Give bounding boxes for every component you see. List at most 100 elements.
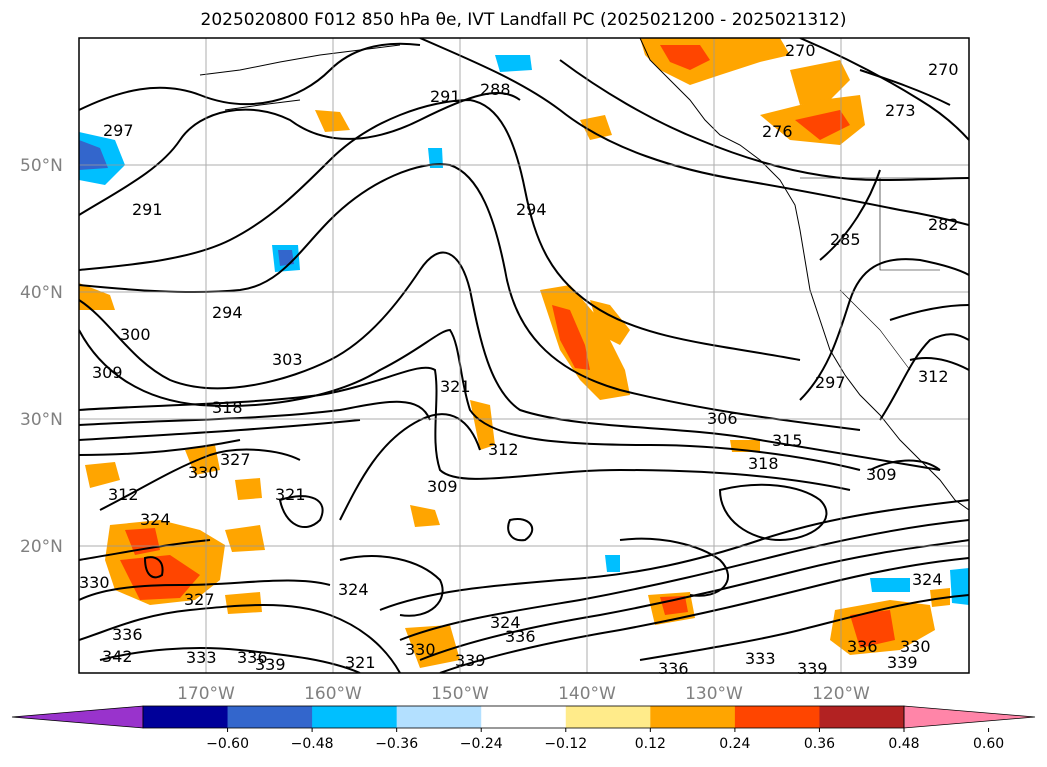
- contour-label: 312: [918, 367, 949, 386]
- anomaly-patch: [405, 625, 460, 668]
- contour-label: 312: [488, 440, 519, 459]
- contour-label: 270: [785, 41, 816, 60]
- contour-label: 339: [797, 659, 828, 678]
- gridlines: [79, 38, 969, 673]
- contour-line: [869, 459, 941, 471]
- longitude-axis: 170°W 160°W 150°W 140°W 130°W 120°W: [177, 684, 870, 704]
- latitude-axis: 50°N 40°N 30°N 20°N: [20, 156, 63, 557]
- anomaly-patch: [225, 592, 262, 614]
- contour-label: 324: [490, 613, 521, 632]
- contour-label: 339: [455, 651, 486, 670]
- contour-label: 321: [275, 485, 306, 504]
- anomaly-patch: [660, 45, 710, 70]
- contour-line: [79, 439, 241, 456]
- colorbar-tick-label: −0.24: [460, 736, 503, 752]
- contour-line: [889, 304, 969, 321]
- contour-label: 327: [220, 450, 251, 469]
- contour-line: [379, 499, 969, 611]
- anomaly-patch: [850, 610, 895, 648]
- anomaly-patch: [120, 555, 200, 600]
- contour-label: 288: [480, 80, 511, 99]
- colorbar-tick-label: 0.12: [635, 736, 666, 752]
- colorbar-segment: [565, 706, 651, 728]
- contour-label: 306: [707, 409, 738, 428]
- anomaly-patch: [950, 568, 969, 605]
- contour-label: 273: [885, 101, 916, 120]
- coastline: [199, 44, 401, 76]
- contour-label: 318: [748, 454, 779, 473]
- contour-line: [79, 251, 941, 471]
- contour-line: [819, 169, 881, 261]
- anomaly-patch: [85, 462, 120, 488]
- contour-line: [879, 333, 969, 421]
- lon-label: 150°W: [431, 684, 489, 704]
- colorbar-segment: [819, 706, 905, 728]
- contour-line: [143, 556, 164, 579]
- contour-line: [639, 594, 969, 661]
- colorbar-segment: [734, 706, 820, 728]
- contour-label: 330: [405, 640, 436, 659]
- colorbar-segment: [227, 706, 313, 728]
- coastlines: [199, 38, 969, 511]
- contour-label: 297: [815, 373, 846, 392]
- contour-line: [799, 38, 969, 141]
- plot-frame: [78, 37, 970, 674]
- lon-label: 160°W: [304, 684, 362, 704]
- anomaly-patch: [278, 250, 294, 266]
- colorbar-segment: [143, 706, 229, 728]
- colorbar-tick-label: 0.60: [973, 736, 1004, 752]
- contour-label: 336: [237, 648, 268, 667]
- contour-line: [99, 448, 301, 511]
- lat-label: 40°N: [20, 283, 63, 303]
- colorbar-segment: [650, 706, 736, 728]
- contour-label: 321: [345, 653, 376, 672]
- colorbar-frame: [142, 705, 905, 729]
- lon-label: 140°W: [558, 684, 616, 704]
- anomaly-patch: [79, 140, 108, 170]
- contour-label: 291: [430, 87, 461, 106]
- colorbar-segment: [396, 706, 482, 728]
- colorbar-tick-label: 0.48: [888, 736, 919, 752]
- colorbar: −0.60 −0.48 −0.36 −0.24 −0.12 0.12 0.24 0.36 0.4…: [11, 705, 1036, 752]
- contour-label: 294: [516, 200, 547, 219]
- contour-line: [507, 518, 534, 542]
- contour-line: [99, 647, 361, 673]
- contour-label: 324: [140, 510, 171, 529]
- lat-label: 50°N: [20, 156, 63, 176]
- contour-label: 276: [762, 122, 793, 141]
- contour-line: [419, 539, 969, 661]
- contour-line: [399, 519, 969, 641]
- contour-label: 270: [928, 60, 959, 79]
- contour-label: 336: [112, 625, 143, 644]
- contour-label: 318: [212, 398, 243, 417]
- contour-label: 285: [830, 230, 861, 249]
- anomaly-patch: [795, 110, 850, 140]
- contour-line: [718, 483, 828, 542]
- contour-line: [79, 419, 361, 441]
- contour-label: 309: [866, 465, 897, 484]
- contour-label: 336: [658, 659, 689, 678]
- contour-label: 339: [255, 655, 286, 674]
- contour-line: [339, 413, 481, 521]
- contour-label-group: 297 291 291 288 270 273 270 276 294 285 …: [79, 41, 959, 678]
- contour-label: 324: [338, 580, 369, 599]
- contour-label: 309: [92, 363, 123, 382]
- contour-line: [79, 366, 851, 491]
- anomaly-patch: [495, 55, 532, 72]
- colorbar-tick-label: −0.36: [375, 736, 418, 752]
- anomaly-patch: [428, 148, 443, 168]
- contour-label: 282: [928, 215, 959, 234]
- contour-label: 294: [212, 303, 243, 322]
- lat-label: 20°N: [20, 537, 63, 557]
- anomaly-patch: [790, 60, 850, 105]
- colorbar-tick-label: −0.12: [544, 736, 587, 752]
- contour-label: 300: [120, 325, 151, 344]
- anomaly-patch: [225, 525, 265, 552]
- state-border: [879, 178, 940, 271]
- contour-line: [79, 539, 211, 561]
- contour-label: 330: [188, 463, 219, 482]
- anomaly-patch: [580, 115, 612, 140]
- contour-label: 333: [745, 649, 776, 668]
- contour-label: 336: [505, 627, 536, 646]
